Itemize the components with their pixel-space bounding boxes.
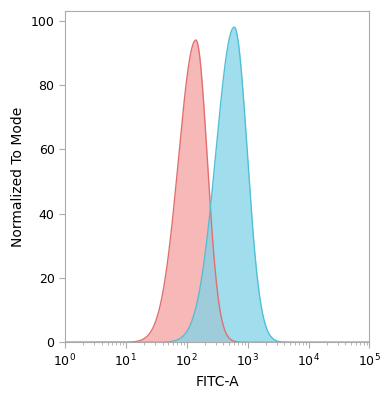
X-axis label: FITC-A: FITC-A [195,375,239,389]
Y-axis label: Normalized To Mode: Normalized To Mode [11,106,25,247]
